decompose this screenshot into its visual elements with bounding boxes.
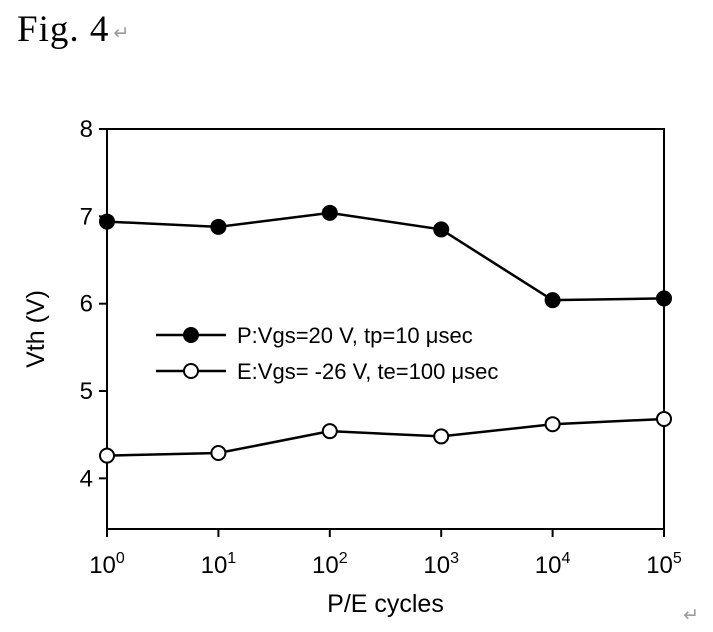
data-point-marker <box>656 410 672 427</box>
y-axis-tick-label: 5 <box>80 378 93 405</box>
y-axis-tick-label: 7 <box>80 203 93 230</box>
legend-label: P:Vgs=20 V, tp=10 μsec <box>237 323 473 348</box>
x-axis-tick-label: 102 <box>312 550 348 579</box>
data-point-marker <box>433 221 450 238</box>
data-point-marker <box>99 213 115 230</box>
data-point-marker <box>321 204 338 221</box>
data-point-marker <box>183 327 199 343</box>
data-point-marker <box>656 290 672 307</box>
series-line <box>106 417 665 457</box>
data-point-marker <box>544 292 561 309</box>
y-axis: 8 7 6 5 4 <box>80 116 107 492</box>
series-erase <box>99 410 672 464</box>
data-point-marker <box>183 363 199 379</box>
figure-label: Fig. 4 ↵ <box>17 8 130 51</box>
x-axis-title: P/E cycles <box>327 590 444 618</box>
legend-item: P:Vgs=20 V, tp=10 μsec <box>156 323 473 348</box>
data-point-marker <box>321 423 338 440</box>
return-mark-icon: ↵ <box>683 604 699 626</box>
y-axis-tick-label: 8 <box>80 116 93 143</box>
legend: P:Vgs=20 V, tp=10 μsec E:Vgs= -26 V, te=1… <box>156 323 498 384</box>
legend-label: E:Vgs= -26 V, te=100 μsec <box>237 359 498 384</box>
y-axis-tick-label: 4 <box>80 465 93 492</box>
data-point-marker <box>210 218 227 235</box>
x-axis-tick-label: 105 <box>646 550 682 579</box>
x-axis-tick-label: 100 <box>89 550 125 579</box>
data-point-marker <box>544 416 561 433</box>
data-point-marker <box>99 447 115 464</box>
legend-item: E:Vgs= -26 V, te=100 μsec <box>156 359 498 384</box>
series-program <box>99 204 672 309</box>
x-axis-tick-label: 103 <box>423 550 459 579</box>
data-point-marker <box>210 445 227 462</box>
y-axis-title: Vth (V) <box>22 290 50 368</box>
data-point-marker <box>433 428 450 445</box>
y-axis-tick-label: 6 <box>80 291 93 318</box>
plot-frame <box>106 128 665 530</box>
series-line <box>106 211 665 302</box>
return-mark-icon: ↵ <box>113 22 131 44</box>
x-axis: 100 101 102 103 104 105 <box>89 529 682 579</box>
x-axis-tick-label: 104 <box>535 550 571 579</box>
x-axis-tick-label: 101 <box>201 550 237 579</box>
figure-label-text: Fig. 4 <box>17 9 110 50</box>
